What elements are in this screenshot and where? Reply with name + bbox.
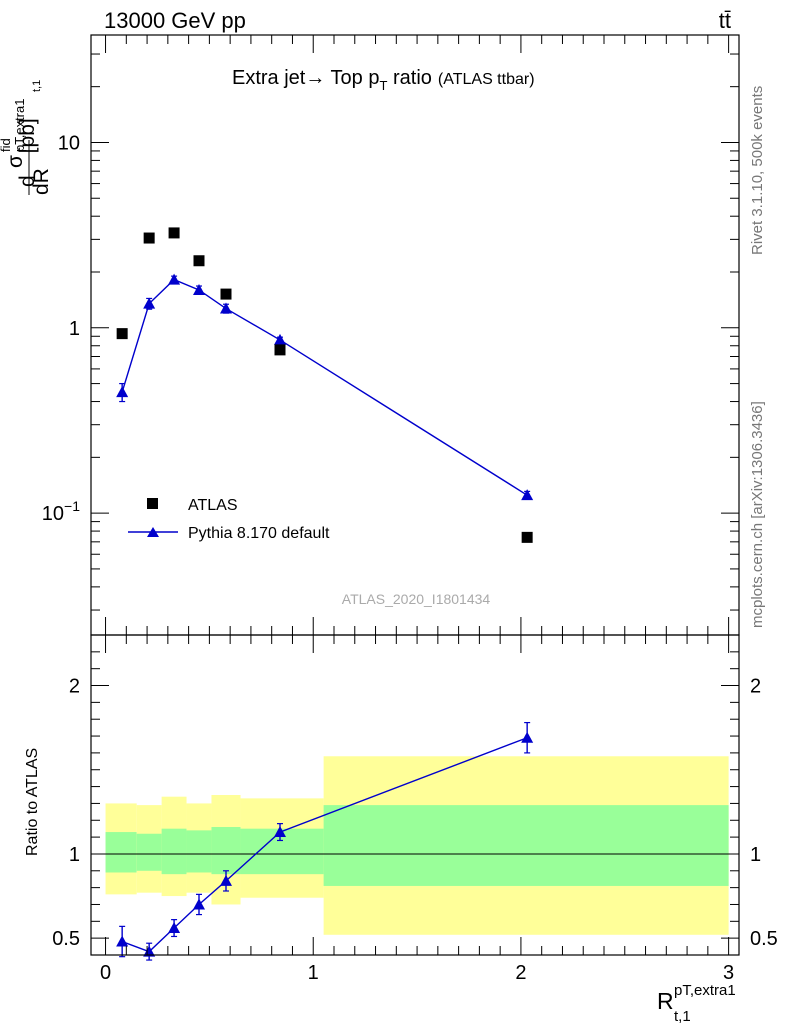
- legend-pythia-marker: [147, 527, 159, 537]
- process-label: tt̄: [719, 8, 731, 33]
- ratio-y-tick-label: 2: [69, 676, 80, 698]
- pythia-point: [521, 489, 534, 501]
- svg-text:t,1: t,1: [31, 80, 43, 92]
- ratio-y-tick-label-right: 1: [750, 844, 761, 866]
- svg-text:pT,extra1: pT,extra1: [674, 982, 736, 999]
- rivet-version-label: Rivet 3.1.10, 500k events: [749, 86, 766, 255]
- legend-atlas-label: ATLAS: [188, 497, 238, 514]
- main-y-tick-label: 10−1: [42, 498, 80, 525]
- ratio-y-tick-label-right: 0.5: [750, 928, 778, 950]
- atlas-point: [274, 344, 286, 356]
- uncertainty-band-green: [136, 833, 162, 871]
- x-tick-label: 2: [515, 962, 526, 984]
- legend-atlas-marker: [147, 498, 158, 509]
- ratio-panel: [91, 756, 739, 935]
- ratio-point: [143, 945, 156, 957]
- ratio-y-tick-label: 1: [69, 844, 80, 866]
- x-axis-label: R pT,extra1 t,1: [657, 982, 736, 1024]
- energy-label: 13000 GeV pp: [104, 8, 246, 33]
- pythia-point: [274, 333, 286, 345]
- atlas-point: [521, 531, 533, 543]
- legend: ATLAS Pythia 8.170 default: [128, 497, 330, 542]
- legend-pythia-label: Pythia 8.170 default: [188, 525, 330, 542]
- pythia-point: [193, 283, 205, 295]
- ratio-frame: [90, 634, 740, 956]
- pythia-point: [168, 273, 181, 285]
- svg-text:dR: dR: [30, 168, 53, 195]
- ratio-point: [116, 935, 129, 947]
- atlas-point: [193, 255, 205, 267]
- atlas-point: [116, 328, 128, 340]
- uncertainty-band-green: [323, 805, 729, 886]
- pythia-point: [143, 297, 156, 309]
- main-frame: [90, 34, 740, 636]
- chart-title: Extra jet→ Top pT ratio (ATLAS ttbar): [232, 67, 535, 93]
- ratio-y-tick-label-right: 2: [750, 676, 761, 698]
- svg-text:t,1: t,1: [674, 1008, 691, 1024]
- pythia-point: [116, 386, 129, 398]
- source-label: mcplots.cern.ch [arXiv:1306.3436]: [749, 401, 766, 628]
- ratio-point: [220, 874, 232, 886]
- ratio-y-axis-label: Ratio to ATLAS: [24, 748, 41, 856]
- x-tick-label: 0: [100, 962, 111, 984]
- ratio-point: [521, 731, 534, 743]
- main-y-tick-label: 10: [58, 132, 80, 154]
- ratio-point: [193, 898, 205, 910]
- pythia-point: [220, 302, 232, 314]
- uncertainty-band-green: [186, 830, 212, 873]
- main-y-axis-label: d[pb] σ fid pT,extra1 dR t,1: [0, 80, 53, 195]
- pythia-line: [121, 278, 528, 496]
- x-tick-label: 3: [723, 962, 734, 984]
- uncertainty-band-green: [211, 827, 241, 875]
- svg-text:σ: σ: [4, 155, 27, 168]
- svg-text:pT,extra1: pT,extra1: [12, 99, 27, 152]
- ratio-point: [274, 826, 286, 838]
- svg-text:d[pb]: d[pb]: [16, 118, 39, 187]
- uncertainty-band-green: [161, 828, 187, 875]
- main-y-tick-label: 1: [69, 318, 80, 340]
- atlas-point: [168, 227, 180, 239]
- ratio-y-tick-label: 0.5: [52, 928, 80, 950]
- ratio-point: [168, 922, 181, 934]
- uncertainty-band-green: [105, 832, 137, 873]
- svg-text:R: R: [657, 988, 674, 1014]
- atlas-point: [143, 232, 155, 244]
- x-tick-label: 1: [308, 962, 319, 984]
- analysis-watermark: ATLAS_2020_I1801434: [342, 591, 491, 607]
- atlas-point: [220, 288, 232, 300]
- svg-text:fid: fid: [0, 138, 13, 152]
